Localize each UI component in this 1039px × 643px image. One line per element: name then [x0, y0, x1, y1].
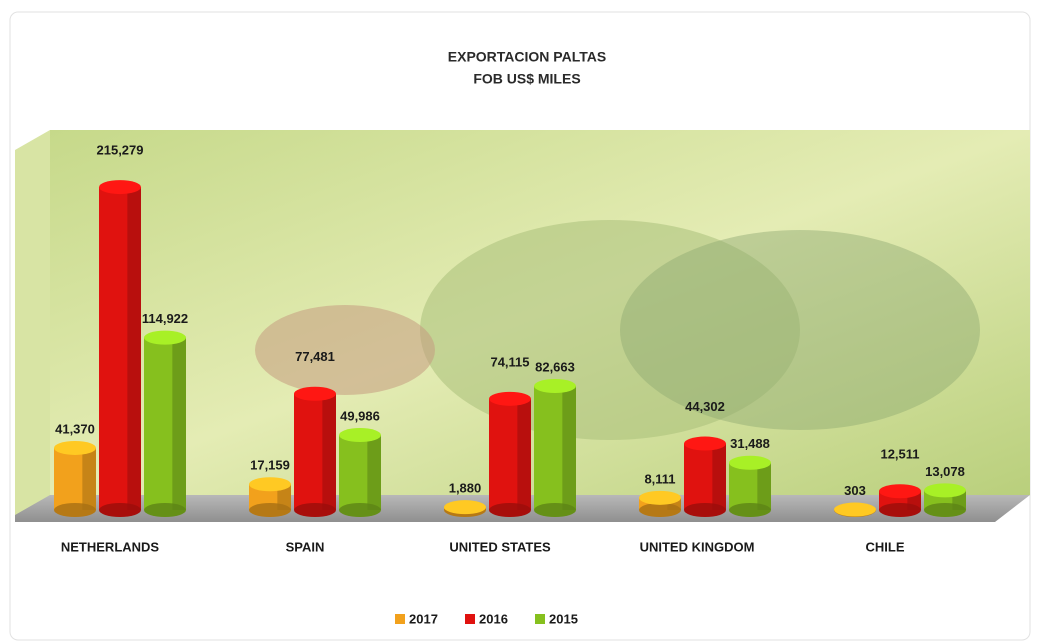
bar	[684, 437, 726, 517]
bar-shadow	[322, 394, 336, 510]
bar	[144, 331, 186, 517]
chart-subtitle: FOB US$ MILES	[473, 71, 580, 87]
legend-swatch	[395, 614, 405, 624]
decoration	[620, 230, 980, 430]
x-tick-label: UNITED STATES	[449, 539, 551, 554]
legend-label: 2015	[549, 611, 578, 626]
bar	[54, 441, 96, 517]
x-tick-label: NETHERLANDS	[61, 539, 160, 554]
data-label: 13,078	[925, 464, 965, 479]
bar	[294, 387, 336, 517]
bar	[534, 379, 576, 517]
bar	[879, 484, 921, 517]
data-label: 44,302	[685, 399, 725, 414]
bar-top	[879, 484, 921, 498]
bar-shadow	[127, 187, 141, 510]
bar-shadow	[517, 399, 531, 510]
bar	[924, 483, 966, 517]
chart: EXPORTACION PALTAS FOB US$ MILES NETHERL…	[0, 0, 1039, 643]
bar-top	[534, 379, 576, 393]
bar	[729, 456, 771, 517]
bar-top	[684, 437, 726, 451]
bar-top	[834, 503, 876, 517]
data-label: 49,986	[340, 408, 380, 423]
data-label: 31,488	[730, 436, 770, 451]
bar-shadow	[82, 448, 96, 510]
bar-top	[249, 477, 291, 491]
data-label: 114,922	[142, 311, 188, 326]
legend-swatch	[465, 614, 475, 624]
legend-label: 2016	[479, 611, 508, 626]
page: {"chart_data": {"type": "bar", "title": …	[0, 0, 1039, 643]
bar-top	[444, 500, 486, 514]
bar-top	[99, 180, 141, 194]
bar-shadow	[172, 338, 186, 510]
bar-top	[924, 483, 966, 497]
bar-top	[144, 331, 186, 345]
bar-top	[294, 387, 336, 401]
bar	[639, 491, 681, 517]
bar-top	[639, 491, 681, 505]
bar	[444, 500, 486, 517]
bar-shadow	[562, 386, 576, 510]
bar-top	[489, 392, 531, 406]
bar	[489, 392, 531, 517]
data-label: 8,111	[644, 471, 675, 486]
legend-label: 2017	[409, 611, 438, 626]
data-label: 77,481	[295, 349, 335, 364]
data-label: 17,159	[250, 458, 290, 473]
x-tick-label: CHILE	[866, 539, 905, 554]
bar	[834, 503, 876, 517]
chart-title: EXPORTACION PALTAS	[448, 49, 606, 65]
bar-shadow	[712, 444, 726, 510]
bar	[99, 180, 141, 517]
bar-top	[339, 428, 381, 442]
bar-top	[729, 456, 771, 470]
x-tick-label: UNITED KINGDOM	[640, 539, 755, 554]
bar	[339, 428, 381, 517]
data-label: 1,880	[449, 481, 482, 496]
bar-shadow	[367, 435, 381, 510]
data-label: 82,663	[535, 359, 575, 374]
legend-swatch	[535, 614, 545, 624]
bar-top	[54, 441, 96, 455]
decoration	[255, 305, 435, 395]
bar	[249, 477, 291, 517]
data-label: 12,511	[880, 447, 919, 462]
data-label: 215,279	[97, 143, 144, 158]
x-tick-label: SPAIN	[286, 539, 325, 554]
data-label: 41,370	[55, 421, 95, 436]
data-label: 74,115	[490, 354, 529, 369]
bar-shadow	[757, 463, 771, 510]
data-label: 303	[844, 483, 866, 498]
